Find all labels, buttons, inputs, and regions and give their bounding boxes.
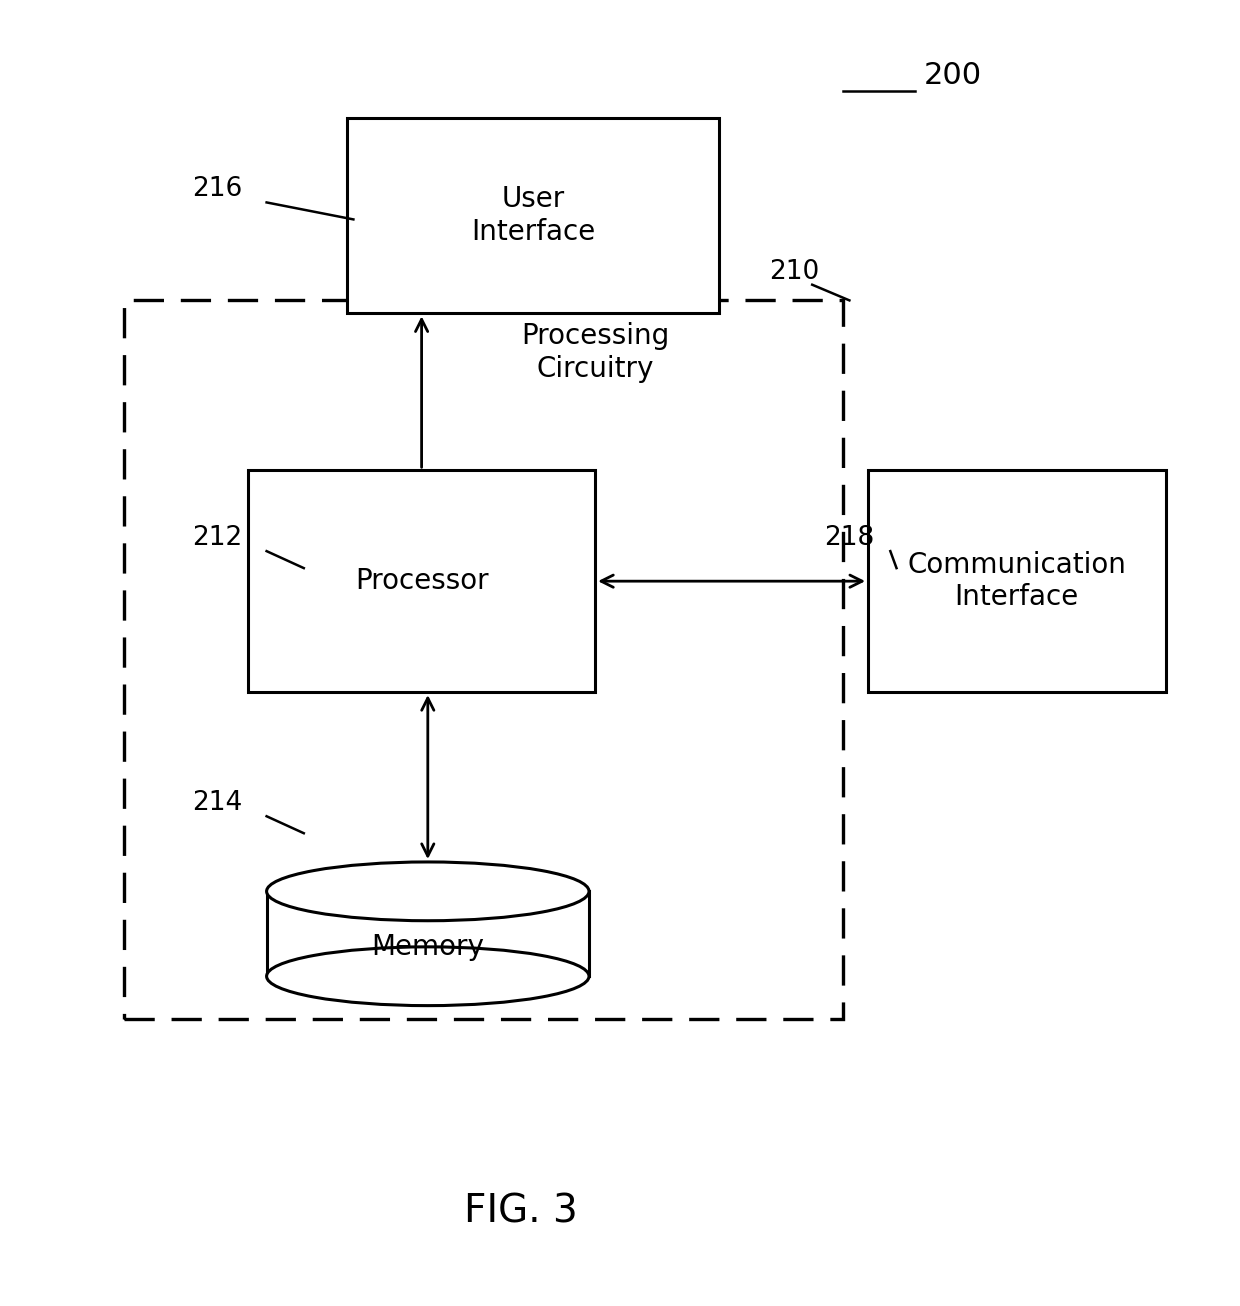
Text: 216: 216 xyxy=(192,176,243,202)
Bar xyxy=(248,470,595,692)
Ellipse shape xyxy=(267,862,589,921)
Text: Communication
Interface: Communication Interface xyxy=(908,551,1126,611)
Bar xyxy=(347,118,719,313)
Bar xyxy=(868,470,1166,692)
Ellipse shape xyxy=(267,947,589,1006)
Bar xyxy=(268,862,588,891)
Text: 210: 210 xyxy=(769,259,820,285)
Text: Processor: Processor xyxy=(355,567,489,596)
Text: 200: 200 xyxy=(924,61,982,90)
Text: User
Interface: User Interface xyxy=(471,185,595,246)
Text: 212: 212 xyxy=(192,525,243,551)
Text: Memory: Memory xyxy=(371,932,485,961)
Text: Processing
Circuitry: Processing Circuitry xyxy=(521,323,670,383)
Bar xyxy=(124,300,843,1019)
Text: 214: 214 xyxy=(192,790,243,816)
Text: FIG. 3: FIG. 3 xyxy=(464,1192,578,1232)
Bar xyxy=(267,891,589,977)
Text: 218: 218 xyxy=(825,525,875,551)
